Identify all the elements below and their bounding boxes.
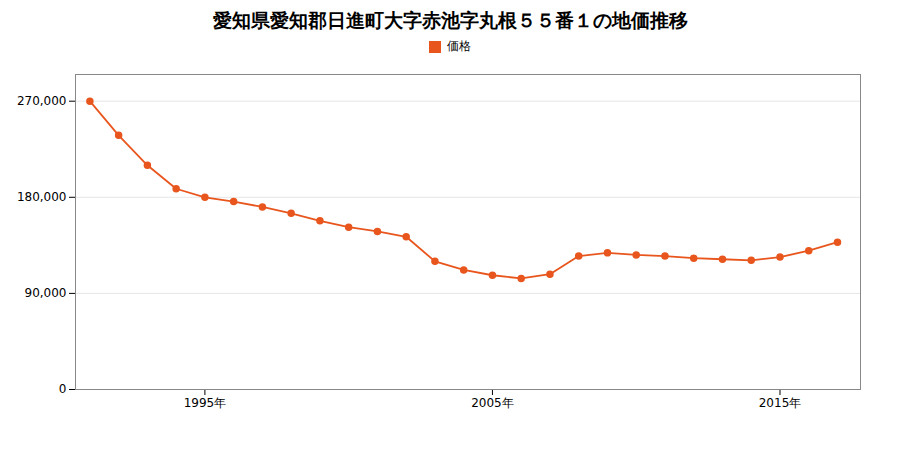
svg-text:90,000: 90,000: [25, 286, 67, 300]
svg-text:0: 0: [59, 382, 67, 396]
html-text:愛知県愛知郡日進町大字赤池字丸根５５番１の地価推移: 愛知県愛知郡日進町大字赤池字丸根５５番１の地価推移: [212, 9, 688, 31]
svg-text:180,000: 180,000: [17, 190, 67, 204]
svg-text:1995年: 1995年: [184, 396, 227, 410]
svg-text:2005年: 2005年: [471, 396, 514, 410]
html-text:価格: 価格: [447, 39, 471, 53]
svg-text:2015年: 2015年: [759, 396, 802, 410]
svg-text:270,000: 270,000: [17, 94, 67, 108]
